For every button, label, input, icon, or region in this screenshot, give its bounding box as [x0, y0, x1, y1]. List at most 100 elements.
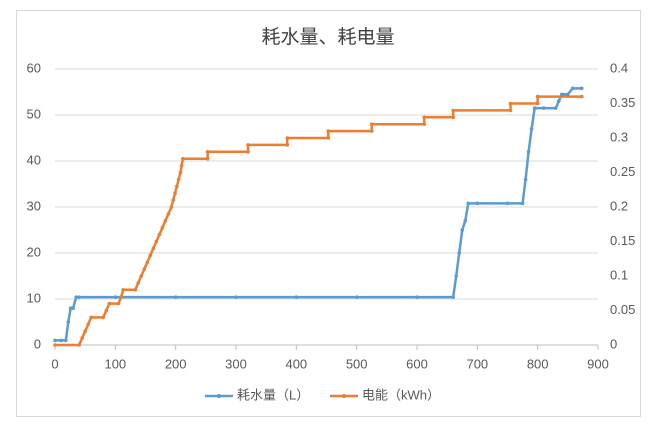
y-tick-label: 60	[27, 60, 41, 75]
point	[451, 295, 456, 299]
point	[179, 163, 184, 168]
point	[326, 129, 331, 133]
point	[553, 106, 558, 110]
point	[173, 191, 177, 195]
x-tick-label: 300	[225, 356, 247, 371]
series-line	[55, 87, 582, 342]
point	[169, 205, 174, 209]
y-tick-label: 50	[27, 106, 41, 121]
point	[460, 228, 465, 232]
point	[520, 201, 525, 206]
point	[163, 219, 168, 223]
x-tick-label: 600	[406, 356, 428, 371]
point	[422, 115, 427, 120]
point	[181, 156, 185, 161]
point	[535, 94, 540, 99]
legend-label: 耗水量（L）	[237, 387, 309, 402]
point	[369, 122, 374, 126]
chart-frame	[16, 10, 641, 417]
point	[508, 101, 513, 106]
x-tick-label: 200	[165, 356, 187, 371]
point	[466, 201, 471, 206]
point	[178, 170, 183, 175]
point	[457, 251, 462, 255]
point	[116, 301, 121, 306]
point	[66, 320, 71, 324]
point	[451, 108, 456, 113]
y-tick-label: 40	[27, 152, 41, 167]
point	[475, 201, 480, 206]
y2-tick-label: 0.3	[610, 129, 628, 144]
point	[505, 201, 510, 206]
point	[579, 86, 584, 91]
y2-tick-label: 0.1	[610, 267, 628, 282]
point	[133, 288, 138, 292]
point	[157, 232, 162, 237]
point	[148, 253, 153, 258]
point	[104, 308, 109, 313]
point	[541, 106, 546, 110]
point	[508, 108, 513, 113]
point	[74, 295, 78, 299]
point	[560, 92, 564, 97]
point	[556, 99, 561, 103]
point	[89, 315, 93, 320]
point	[71, 306, 75, 311]
point	[113, 295, 118, 299]
x-tick-label: 700	[466, 356, 488, 371]
point	[166, 212, 171, 216]
point	[454, 274, 459, 278]
point	[173, 295, 178, 299]
legend-marker	[217, 394, 221, 398]
point	[566, 92, 570, 97]
point	[59, 338, 63, 343]
point	[64, 338, 68, 343]
point	[294, 295, 299, 299]
point	[77, 343, 81, 347]
point	[53, 343, 57, 347]
point	[234, 295, 238, 299]
point	[86, 322, 90, 327]
legend-marker	[342, 394, 346, 398]
point	[101, 315, 106, 320]
point	[532, 106, 537, 110]
point	[176, 177, 181, 182]
point	[285, 136, 290, 140]
point	[80, 336, 84, 340]
point	[171, 198, 176, 202]
y2-tick-label: 0.35	[610, 95, 635, 110]
point	[107, 301, 112, 306]
x-tick-label: 0	[51, 356, 58, 371]
point	[142, 267, 147, 271]
y2-tick-label: 0.4	[610, 60, 628, 75]
point	[463, 219, 468, 223]
point	[579, 94, 584, 99]
y2-tick-label: 0.15	[610, 233, 635, 248]
point	[121, 288, 125, 292]
point	[154, 239, 159, 244]
point	[246, 143, 250, 147]
point	[354, 295, 359, 299]
point	[369, 129, 374, 133]
y-tick-label: 10	[27, 290, 41, 305]
point	[415, 295, 419, 299]
point	[570, 86, 575, 91]
y2-tick-label: 0.25	[610, 164, 635, 179]
point	[136, 281, 141, 285]
point	[151, 246, 156, 251]
point	[175, 184, 179, 189]
point	[53, 338, 57, 343]
point	[77, 295, 81, 299]
point	[326, 136, 331, 140]
y2-tick-label: 0	[610, 336, 617, 351]
x-tick-label: 100	[104, 356, 126, 371]
point	[535, 101, 540, 106]
point	[83, 329, 87, 334]
point	[119, 294, 124, 299]
x-tick-label: 500	[346, 356, 368, 371]
y-tick-label: 30	[27, 198, 41, 213]
point	[285, 143, 290, 147]
x-tick-label: 900	[587, 356, 609, 371]
